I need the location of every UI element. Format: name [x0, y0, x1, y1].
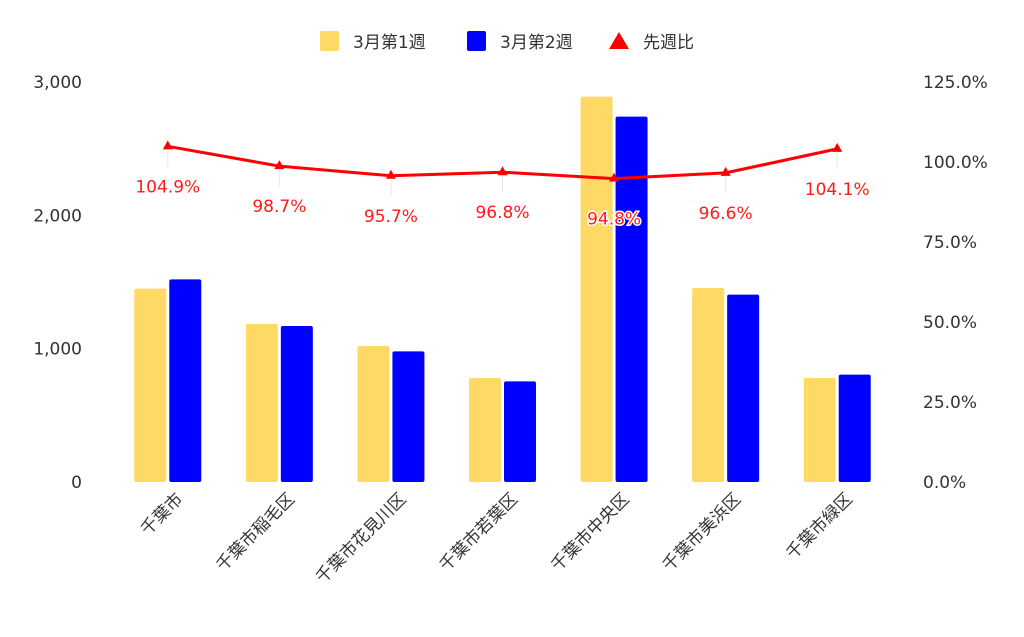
bar [504, 381, 536, 482]
triangle-marker [274, 160, 285, 170]
bar [469, 378, 501, 482]
legend-label: 3月第2週 [500, 33, 573, 53]
bar [838, 374, 871, 482]
triangle-marker [832, 142, 843, 152]
left-axis-tick-label: 2,000 [33, 206, 82, 226]
category-label: 千葉市緑区 [783, 489, 857, 563]
left-axis-tick-label: 1,000 [33, 340, 82, 360]
bar [169, 279, 202, 482]
data-label: 95.7% [364, 207, 418, 227]
triangle-marker [162, 140, 173, 150]
right-axis-tick-label: 125.0% [923, 73, 988, 93]
legend-triangle-icon [609, 32, 629, 49]
left-axis-tick-label: 3,000 [33, 73, 82, 93]
x-axis-categories: 千葉市 千葉市稲毛区 千葉市花見川区 千葉市若葉区 千葉市中央区 千葉市美浜区 千葉市緑区 [137, 489, 857, 587]
right-axis-tick-label: 25.0% [923, 393, 977, 413]
bar [580, 96, 613, 483]
triangle-marker [385, 169, 396, 179]
triangle-marker [609, 172, 620, 182]
line-series-group: 104.9% 98.7% 95.7% 96.8% 94.8% 96.6% 104.1% [134, 140, 871, 231]
right-y-axis: 0.0% 25.0% 50.0% 75.0% 100.0% 125.0% [923, 73, 988, 493]
bar [134, 288, 167, 482]
category-label: 千葉市花見川区 [312, 489, 410, 587]
bar [727, 294, 760, 482]
legend-swatch [467, 31, 486, 51]
bar [392, 351, 425, 482]
legend: 3月第1週 3月第2週 先週比 [320, 31, 694, 53]
right-axis-tick-label: 50.0% [923, 313, 977, 333]
category-label: 千葉市美浜区 [659, 489, 745, 575]
legend-label: 3月第1週 [353, 33, 426, 53]
triangle-marker [497, 166, 508, 176]
data-label: 96.8% [475, 203, 529, 223]
category-label: 千葉市稲毛区 [213, 489, 299, 575]
bar [280, 326, 313, 482]
data-label: 104.9% [135, 177, 200, 197]
data-label: 94.8% [587, 210, 641, 230]
data-label: 98.7% [252, 197, 306, 217]
category-label: 千葉市若葉区 [436, 489, 522, 575]
category-label: 千葉市中央区 [547, 489, 633, 575]
left-y-axis: 0 1,000 2,000 3,000 [33, 73, 82, 493]
data-label: 96.6% [699, 204, 753, 224]
category-label: 千葉市 [137, 489, 187, 539]
legend-swatch [320, 31, 339, 51]
bar [692, 288, 725, 482]
left-axis-tick-label: 0 [71, 473, 82, 493]
data-label: 104.1% [805, 180, 870, 200]
right-axis-tick-label: 0.0% [923, 473, 966, 493]
bar [357, 346, 390, 482]
right-axis-tick-label: 100.0% [923, 153, 988, 173]
legend-label: 先週比 [643, 33, 694, 53]
right-axis-tick-label: 75.0% [923, 233, 977, 253]
triangle-marker [720, 166, 731, 176]
bar-series-group [134, 96, 871, 483]
bar [615, 116, 648, 483]
bar [245, 324, 278, 482]
bar [803, 378, 836, 482]
